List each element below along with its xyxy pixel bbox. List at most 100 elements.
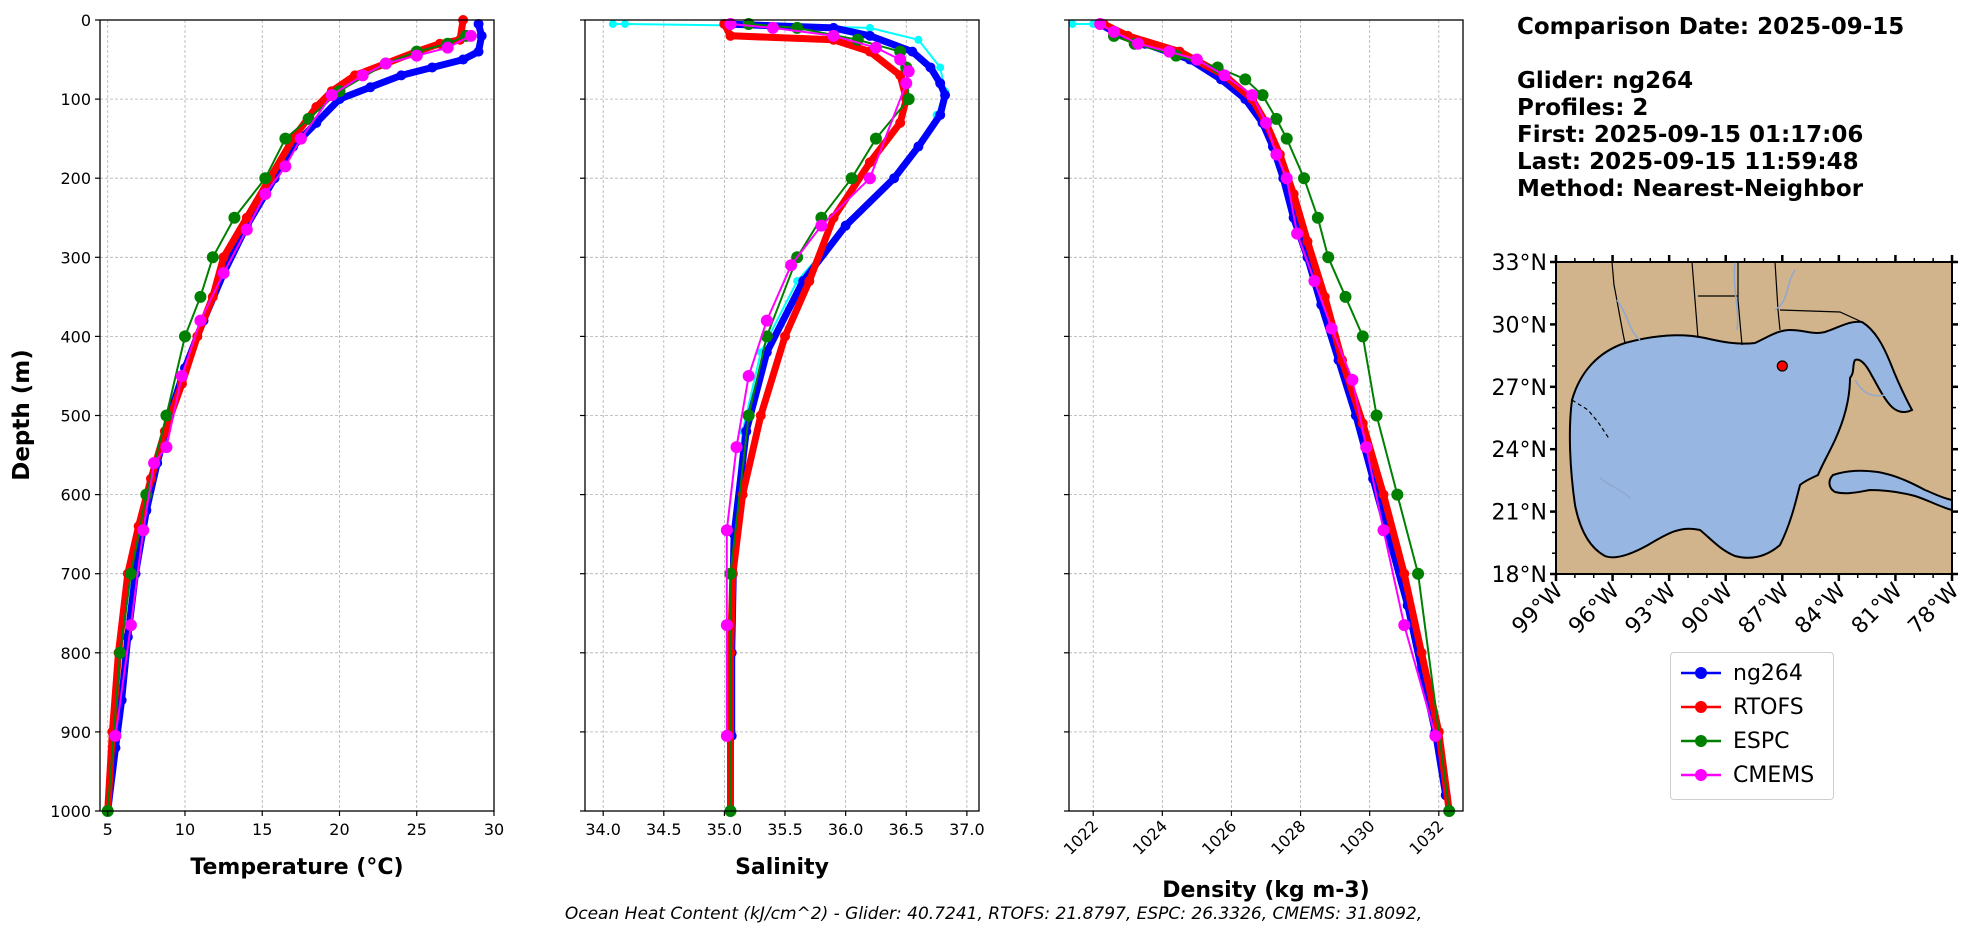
data-point bbox=[1270, 148, 1283, 161]
y-tick-label: 600 bbox=[60, 486, 91, 505]
data-point bbox=[720, 524, 733, 537]
map-lat-label: 33°N bbox=[1492, 251, 1547, 276]
data-point bbox=[1302, 236, 1313, 247]
data-point bbox=[869, 132, 882, 145]
x-tick-label: 1026 bbox=[1198, 816, 1240, 858]
data-point bbox=[936, 63, 945, 72]
data-point bbox=[730, 441, 743, 454]
data-point bbox=[907, 46, 918, 57]
legend-swatch-ng264 bbox=[1681, 667, 1721, 679]
data-point bbox=[742, 17, 755, 30]
data-point bbox=[473, 46, 484, 57]
map-lon-label: 78°W bbox=[1904, 578, 1965, 639]
data-point bbox=[827, 29, 840, 42]
panel-2: 34.0 34.5 35.0 35.5 36.0 36.5 37.0 Salinity bbox=[580, 17, 985, 880]
data-point bbox=[863, 172, 876, 185]
profile-panels: 0 100 200 300 400 500 600 700 800 900 1000 5 10 15 20 2… bbox=[50, 11, 1464, 903]
panel-3: 1022 1024 1026 1028 1030 1032 Density (kg m-3) bbox=[1060, 17, 1464, 903]
ohc-caption: Ocean Heat Content (kJ/cm^2) - Glider: 4… bbox=[564, 904, 1423, 924]
x-tick-label: 36.0 bbox=[828, 820, 864, 839]
x-tick-label: 5 bbox=[103, 820, 113, 839]
data-point bbox=[365, 82, 376, 93]
legend-item-ng264: ng264 bbox=[1679, 658, 1803, 688]
data-point bbox=[1132, 37, 1145, 50]
data-point bbox=[473, 18, 484, 29]
legend-item-espc: ESPC bbox=[1679, 726, 1790, 756]
data-point bbox=[1239, 73, 1252, 86]
data-point bbox=[1190, 53, 1203, 66]
data-point bbox=[864, 157, 875, 168]
data-point bbox=[379, 57, 392, 70]
state-borders bbox=[1571, 261, 1863, 441]
data-point bbox=[1429, 729, 1442, 742]
data-point bbox=[259, 172, 272, 185]
x-tick-label: 10 bbox=[175, 820, 195, 839]
data-point bbox=[913, 141, 924, 152]
data-point bbox=[720, 729, 733, 742]
data-point bbox=[914, 35, 923, 44]
data-point bbox=[608, 19, 617, 28]
series-rtofs bbox=[719, 18, 912, 816]
data-point bbox=[785, 259, 798, 272]
data-point bbox=[1339, 290, 1352, 303]
y-tick-label: 300 bbox=[60, 248, 91, 267]
legend: ng264 RTOFS ESPC CMEMS bbox=[1670, 652, 1834, 800]
data-point bbox=[1291, 227, 1304, 240]
y-tick-label: 0 bbox=[81, 11, 91, 30]
data-point bbox=[458, 54, 469, 65]
series-cmems bbox=[1094, 17, 1442, 742]
data-point bbox=[1360, 441, 1373, 454]
data-point bbox=[1412, 567, 1425, 580]
data-point bbox=[1378, 489, 1389, 500]
map-rivers bbox=[1599, 261, 1886, 499]
data-point bbox=[894, 53, 907, 66]
data-point bbox=[760, 330, 773, 343]
series-line bbox=[720, 20, 910, 815]
data-point bbox=[1094, 17, 1107, 30]
data-point bbox=[742, 369, 755, 382]
data-point bbox=[1298, 172, 1311, 185]
data-point bbox=[114, 646, 127, 659]
map-lon-label: 96°W bbox=[1564, 578, 1625, 639]
series-glider-profile-1 bbox=[1068, 19, 1098, 28]
legend-label-rtofs: RTOFS bbox=[1733, 694, 1804, 720]
data-point bbox=[1356, 330, 1369, 343]
data-point bbox=[109, 729, 122, 742]
x-tick-label: 25 bbox=[407, 820, 427, 839]
x-axis-label: Temperature (°C) bbox=[190, 855, 403, 880]
x-axis-label: Density (kg m-3) bbox=[1162, 878, 1370, 903]
data-point bbox=[864, 30, 875, 41]
x-tick-label: 1032 bbox=[1405, 816, 1447, 858]
data-point bbox=[900, 77, 913, 90]
data-point bbox=[720, 619, 733, 632]
series-rtofs bbox=[1098, 18, 1455, 816]
map-lat-label: 18°N bbox=[1492, 563, 1547, 588]
x-tick-label: 36.5 bbox=[888, 820, 924, 839]
legend-label-cmems: CMEMS bbox=[1733, 762, 1815, 788]
data-point bbox=[895, 70, 906, 81]
data-point bbox=[218, 252, 229, 263]
data-point bbox=[940, 90, 951, 101]
data-point bbox=[464, 29, 477, 42]
info-panel: Comparison Date: 2025-09-15 Glider: ng26… bbox=[1517, 14, 1904, 203]
map-lat-label: 21°N bbox=[1492, 501, 1547, 526]
data-point bbox=[1370, 409, 1383, 422]
data-point bbox=[137, 524, 150, 537]
y-tick-label: 100 bbox=[60, 90, 91, 109]
map-lon-label: 90°W bbox=[1677, 578, 1738, 639]
data-point bbox=[1346, 373, 1359, 386]
data-point bbox=[840, 220, 851, 231]
data-point bbox=[1218, 69, 1231, 82]
data-point bbox=[194, 290, 207, 303]
legend-item-cmems: CMEMS bbox=[1679, 760, 1814, 790]
x-tick-label: 30 bbox=[484, 820, 504, 839]
data-point bbox=[725, 30, 736, 41]
data-point bbox=[194, 314, 207, 327]
x-tick-label: 20 bbox=[329, 820, 349, 839]
map-lon-label: 81°W bbox=[1847, 578, 1908, 639]
glider-name: Glider: ng264 bbox=[1517, 68, 1694, 94]
data-point bbox=[869, 41, 882, 54]
map-lon-label: 84°W bbox=[1790, 578, 1851, 639]
data-point bbox=[241, 212, 252, 223]
data-point bbox=[766, 21, 779, 34]
